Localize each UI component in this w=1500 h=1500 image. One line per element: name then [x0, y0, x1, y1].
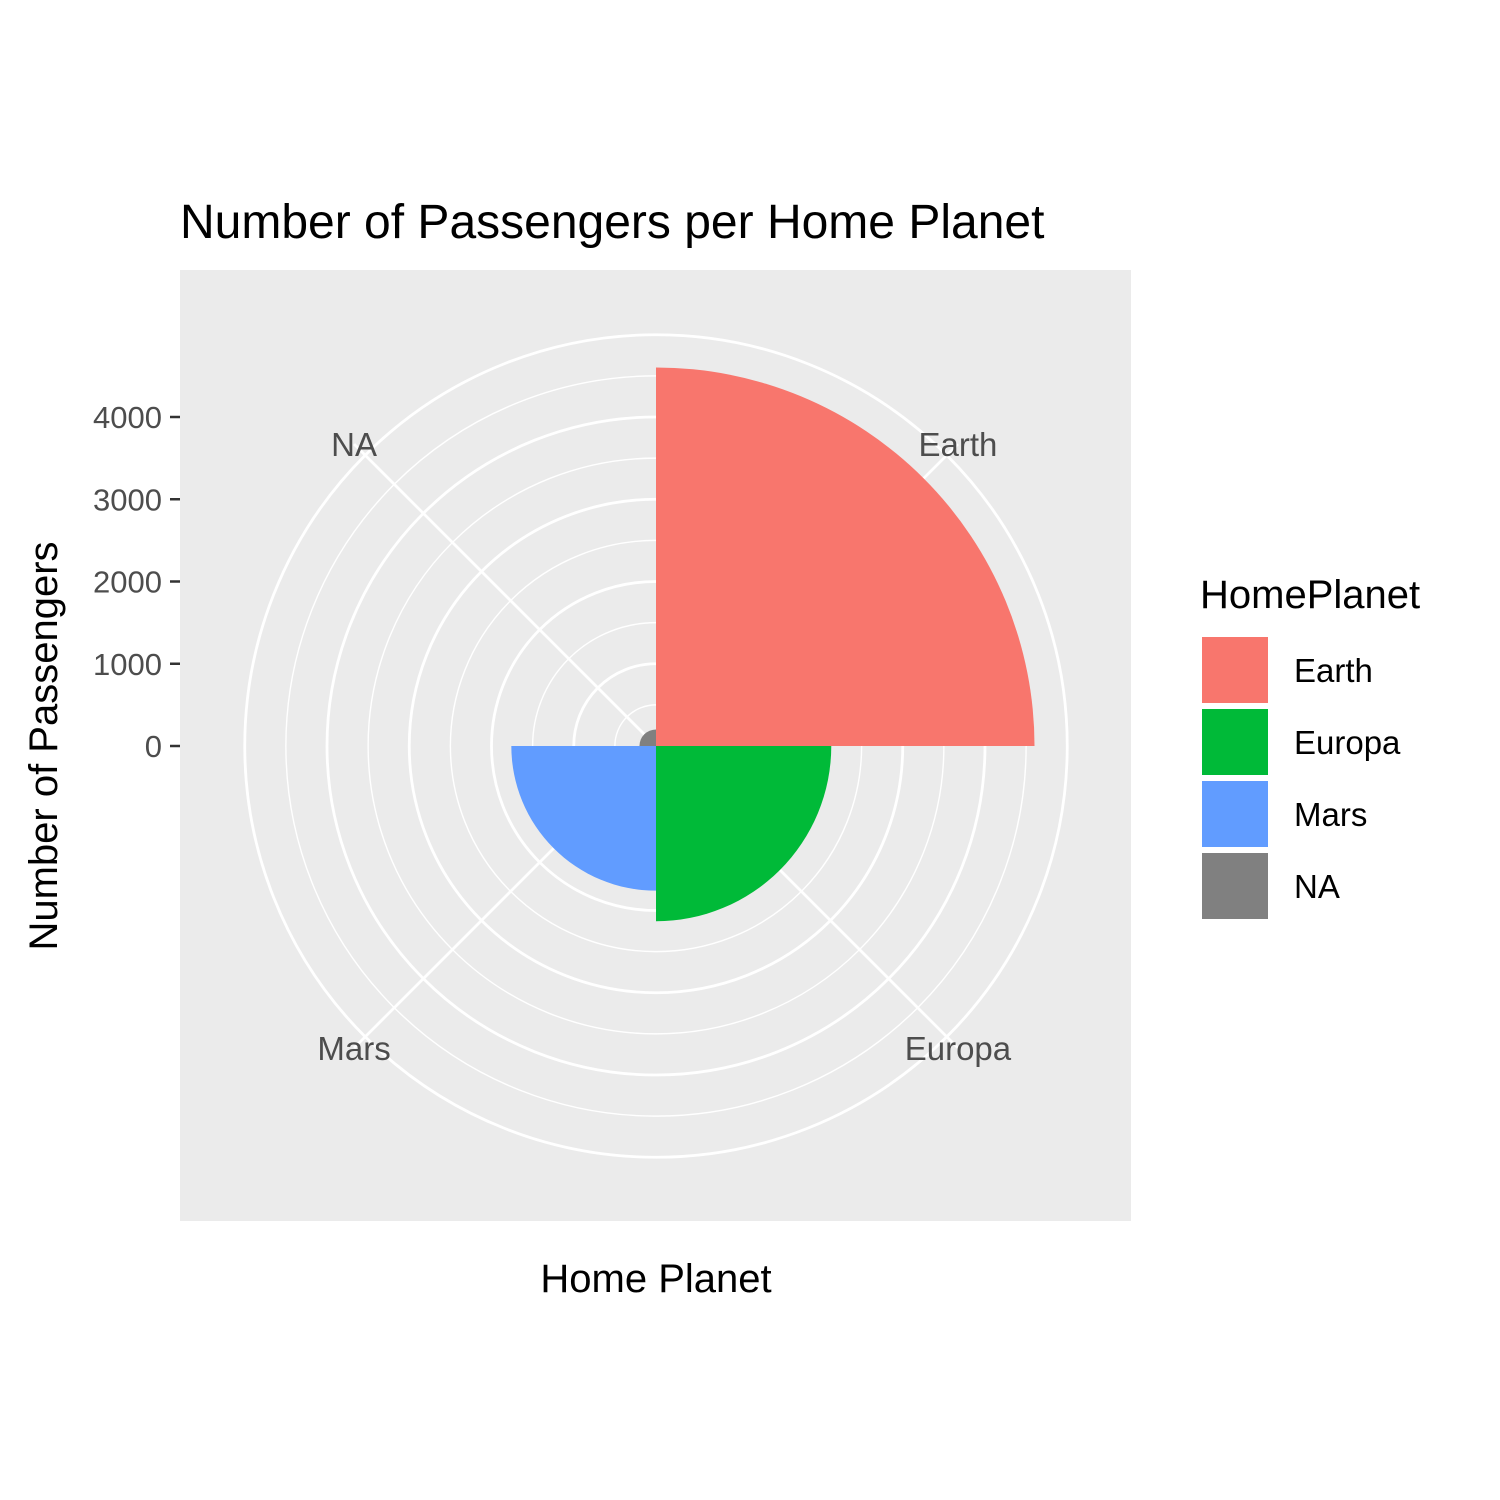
category-label: Europa — [905, 1030, 1012, 1067]
legend-key-earth — [1200, 635, 1270, 705]
category-label: Earth — [918, 426, 997, 463]
grid-spoke — [353, 443, 657, 747]
y-tick-label: 1000 — [93, 647, 162, 682]
legend-label: Mars — [1294, 796, 1367, 833]
legend-label: NA — [1294, 868, 1340, 905]
y-tick-label: 2000 — [93, 565, 162, 600]
bar-na — [639, 729, 656, 746]
category-labels: Earth Europa Mars NA — [317, 426, 1011, 1067]
legend-key-na — [1200, 851, 1270, 921]
legend-title: HomePlanet — [1200, 573, 1420, 617]
category-label: Mars — [317, 1030, 390, 1067]
y-axis-title: Number of Passengers — [22, 541, 66, 950]
bar-europa — [656, 746, 832, 922]
x-axis-title: Home Planet — [540, 1257, 771, 1301]
legend-label: Earth — [1294, 652, 1373, 689]
legend-key-mars — [1200, 779, 1270, 849]
y-tick-label: 4000 — [93, 400, 162, 435]
y-axis: 0 1000 2000 3000 4000 — [93, 400, 180, 764]
bar-mars — [511, 746, 656, 891]
legend-label: Europa — [1294, 724, 1401, 761]
category-label: NA — [331, 426, 377, 463]
bar-earth — [656, 367, 1035, 746]
legend-key-europa — [1200, 707, 1270, 777]
y-tick-label: 0 — [145, 729, 162, 764]
chart-title: Number of Passengers per Home Planet — [180, 196, 1044, 249]
grid-circle — [243, 333, 1069, 1159]
bars — [511, 367, 1035, 922]
legend: HomePlanet Earth Europa Mars NA — [1200, 573, 1420, 921]
y-tick-label: 3000 — [93, 482, 162, 517]
